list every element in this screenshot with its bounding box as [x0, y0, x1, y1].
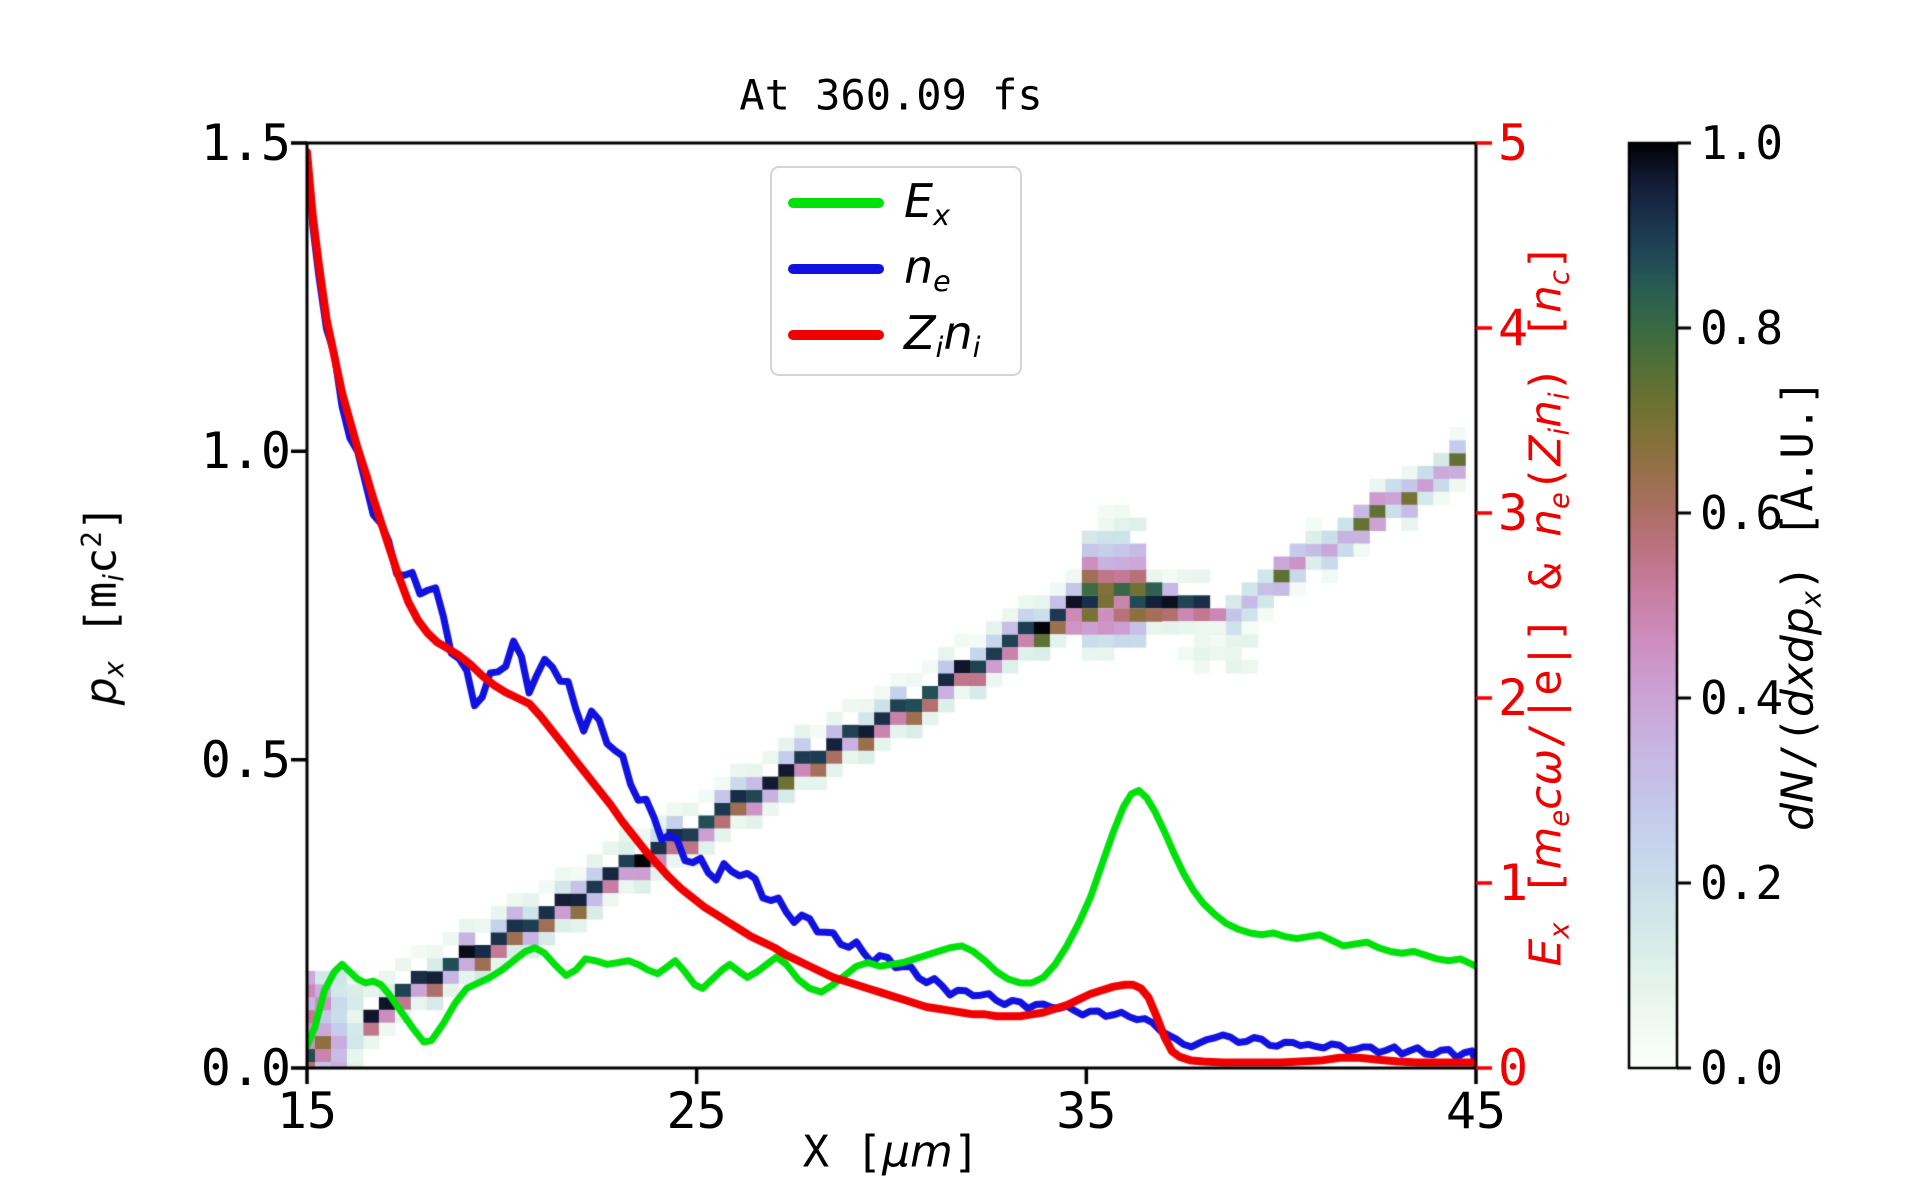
colorbar-label: dN/(dxdpx) [A.U.] — [1772, 379, 1828, 831]
y-left-tick-label: 0.0 — [200, 1039, 291, 1097]
y-left-tick-label: 1.0 — [200, 422, 291, 481]
colorbar-tick-label: 1.0 — [1700, 116, 1784, 170]
legend-entry-Ex: Ex — [772, 170, 1020, 236]
chart-title: At 360.09 fs — [739, 70, 1043, 120]
colorbar-tick-label: 0.4 — [1700, 671, 1784, 725]
legend-line-swatch — [788, 330, 884, 340]
x-tick-label: 35 — [1056, 1082, 1117, 1140]
legend-label: ne — [904, 240, 951, 298]
legend-entry-Zini: Zini — [772, 302, 1020, 368]
legend-line-swatch — [788, 264, 884, 274]
y-left-axis-label: px [mic2] — [75, 504, 131, 706]
y-left-tick-label: 1.5 — [200, 114, 291, 172]
y-right-tick-label: 0 — [1498, 1039, 1529, 1097]
legend-entry-ne: ne — [772, 236, 1020, 302]
y-right-tick-label: 3 — [1498, 484, 1529, 542]
colorbar-tick-label: 0.6 — [1700, 486, 1784, 540]
x-axis-label: X [μm] — [802, 1126, 980, 1178]
colorbar-tick-label: 0.8 — [1700, 301, 1784, 355]
y-left-tick-label: 0.5 — [200, 730, 291, 789]
legend-label: Ex — [904, 174, 950, 232]
x-tick-label: 15 — [276, 1082, 338, 1140]
colorbar-tick-label: 0.2 — [1700, 856, 1784, 910]
legend-label: Zini — [904, 306, 981, 364]
y-right-tick-label: 1 — [1498, 854, 1529, 912]
x-tick-label: 45 — [1445, 1082, 1507, 1140]
legend: Ex ne Zini — [770, 166, 1022, 376]
legend-line-swatch — [788, 198, 884, 208]
colorbar-tick-label: 0.0 — [1700, 1041, 1784, 1095]
y-right-tick-label: 2 — [1498, 669, 1529, 727]
x-tick-label: 25 — [666, 1082, 727, 1140]
y-right-tick-label: 5 — [1498, 114, 1529, 172]
y-right-tick-label: 4 — [1498, 299, 1529, 357]
y-right-axis-label: Ex [mecω/|e|] & ne(Zini) [nc] — [1520, 243, 1576, 967]
